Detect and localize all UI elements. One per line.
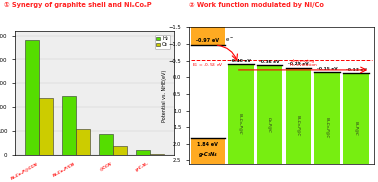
Text: ② Work function modulated by Ni/Co: ② Work function modulated by Ni/Co [189,2,324,8]
Bar [191,27,225,45]
Text: -0.13 eV: -0.13 eV [346,68,367,72]
Text: decreasing
H₂ evolution: decreasing H₂ evolution [290,59,316,67]
Text: NiₓCoₓP@C: NiₓCoₓP@C [239,113,243,135]
Text: -0.97 eV: -0.97 eV [196,38,219,43]
Text: NiₓCo-P@C: NiₓCo-P@C [296,115,301,136]
Text: g-C₃N₄: g-C₃N₄ [135,161,150,172]
Text: e$^-$: e$^-$ [225,36,234,44]
Text: NiₓCo-P@C: NiₓCo-P@C [325,117,329,139]
Bar [62,96,76,155]
Text: NiₓP@C: NiₓP@C [354,121,358,136]
Bar [343,73,369,164]
Text: Ni₂Co₃P@CCN: Ni₂Co₃P@CCN [10,161,39,180]
Text: g-C₃N₄: g-C₃N₄ [198,152,217,157]
Bar [76,129,90,155]
Text: -0.40 eV: -0.40 eV [230,59,251,63]
Bar [257,65,282,164]
Bar [150,153,164,155]
Bar [136,150,150,155]
Bar [113,146,127,155]
Bar [314,72,340,164]
Bar [228,64,254,164]
Text: -0.36 eV: -0.36 eV [259,60,280,64]
Bar [99,134,113,155]
Bar [39,98,53,155]
Text: Ni₂Co₃P/CN: Ni₂Co₃P/CN [52,161,76,177]
Text: ① Synergy of graphite shell and NiₓCoₓP: ① Synergy of graphite shell and NiₓCoₓP [4,2,152,8]
Text: CoₓP@C: CoₓP@C [268,117,271,132]
Bar [25,40,39,155]
Bar [285,68,311,164]
Text: -0.15 eV: -0.15 eV [317,67,338,71]
Text: @CCN: @CCN [99,161,113,172]
Text: E$_1$ = -0.53 eV: E$_1$ = -0.53 eV [192,62,223,69]
Bar [191,139,225,164]
Y-axis label: Potential vs. NHE(eV): Potential vs. NHE(eV) [162,69,167,122]
Text: -0.29 eV: -0.29 eV [288,62,309,66]
Legend: H₂, O₂: H₂, O₂ [155,35,170,49]
Text: 1.84 eV: 1.84 eV [197,142,218,147]
